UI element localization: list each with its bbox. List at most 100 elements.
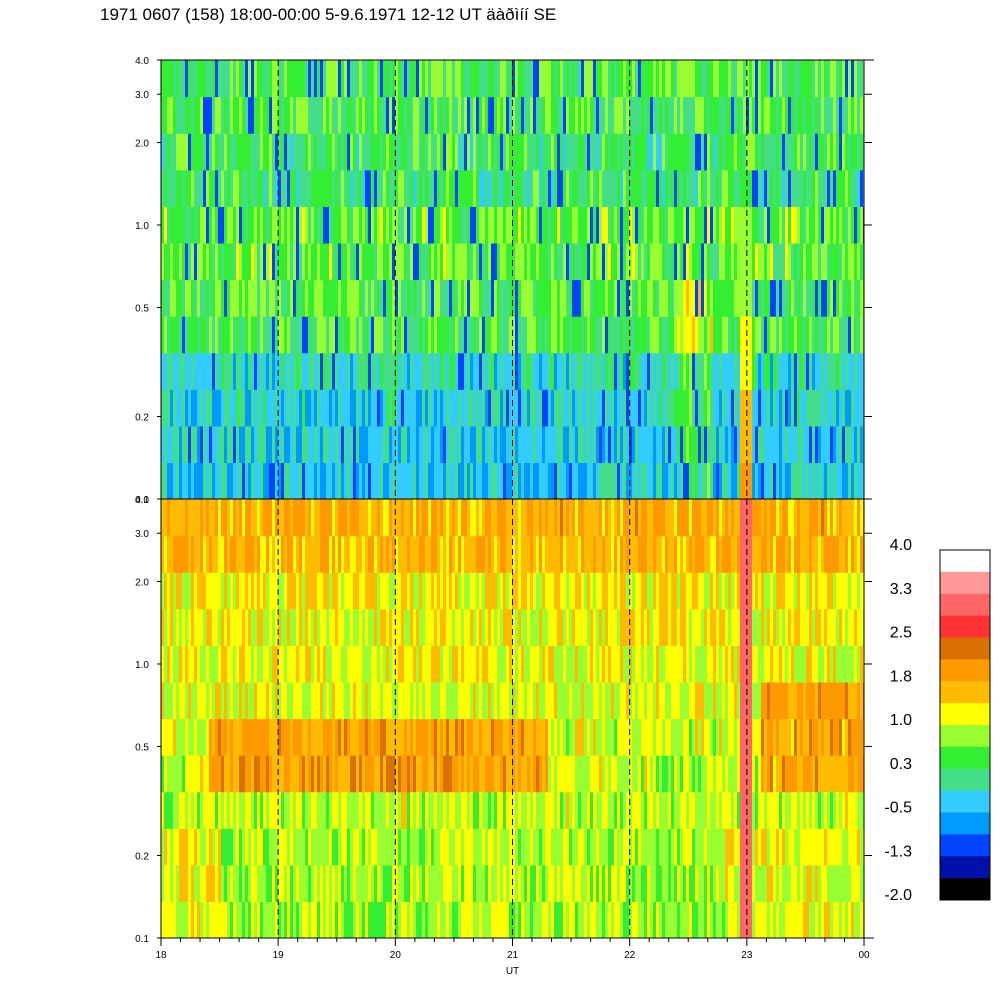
spectral-cell (263, 828, 267, 866)
spectral-cell (494, 608, 498, 646)
spectral-cell (689, 389, 693, 427)
spectral-cell (416, 572, 420, 610)
spectral-cell (239, 60, 243, 98)
spectral-cell (665, 499, 669, 537)
spectral-cell (830, 279, 834, 317)
spectral-cell (380, 718, 384, 756)
spectral-cell (170, 352, 174, 390)
spectral-cell (806, 425, 810, 464)
spectral-cell (581, 206, 585, 244)
spectral-cell (449, 242, 453, 281)
spectral-cell (209, 681, 213, 720)
spectral-cell (683, 316, 687, 354)
spectral-cell (641, 389, 645, 427)
spectral-cell (218, 864, 222, 903)
spectral-cell (491, 389, 495, 427)
spectral-cell (683, 133, 687, 171)
spectral-cell (749, 352, 753, 390)
spectral-cell (542, 499, 546, 537)
spectral-cell (458, 645, 462, 683)
spectral-cell (302, 499, 306, 537)
spectral-cell (674, 828, 678, 866)
spectral-cell (734, 60, 738, 98)
spectral-cell (803, 316, 807, 354)
spectral-cell (749, 242, 753, 281)
spectral-cell (650, 718, 654, 756)
spectral-cell (620, 133, 624, 171)
spectral-cell (530, 133, 534, 171)
spectral-cell (641, 718, 645, 756)
spectral-cell (281, 169, 285, 207)
spectral-cell (632, 133, 636, 171)
spectral-cell (623, 755, 627, 793)
spectral-cell (773, 352, 777, 390)
spectral-cell (761, 206, 765, 244)
spectral-cell (524, 645, 528, 683)
spectral-cell (209, 535, 213, 573)
spectral-cell (347, 901, 351, 938)
spectral-cell (821, 425, 825, 464)
spectral-cell (275, 572, 279, 610)
spectral-cell (401, 791, 405, 829)
spectral-cell (506, 133, 510, 171)
spectral-cell (272, 96, 276, 134)
spectral-cell (266, 608, 270, 646)
spectral-cell (263, 206, 267, 244)
spectral-cell (212, 242, 216, 281)
spectral-cell (419, 499, 423, 537)
spectral-cell (518, 755, 522, 793)
spectral-cell (242, 462, 246, 499)
spectral-cell (593, 755, 597, 793)
spectral-cell (485, 133, 489, 171)
spectral-cell (317, 96, 321, 134)
spectral-cell (377, 352, 381, 390)
spectral-cell (170, 681, 174, 720)
spectral-cell (347, 352, 351, 390)
spectral-cell (272, 352, 276, 390)
spectral-cell (356, 608, 360, 646)
spectral-cell (458, 96, 462, 134)
spectral-cell (329, 389, 333, 427)
spectral-cell (545, 133, 549, 171)
spectral-cell (263, 352, 267, 390)
spectral-cell (329, 316, 333, 354)
spectral-cell (200, 60, 204, 98)
spectral-cell (362, 791, 366, 829)
spectral-cell (257, 60, 261, 98)
spectral-cell (278, 316, 282, 354)
spectral-cell (710, 206, 714, 244)
spectral-cell (464, 352, 468, 390)
spectral-cell (302, 279, 306, 317)
spectral-cell (272, 645, 276, 683)
spectral-cell (701, 279, 705, 317)
spectral-cell (248, 864, 252, 903)
spectral-cell (806, 389, 810, 427)
spectral-cell (311, 462, 315, 499)
spectral-cell (491, 316, 495, 354)
spectral-cell (359, 572, 363, 610)
spectral-cell (401, 96, 405, 134)
spectral-cell (824, 425, 828, 464)
spectral-cell (524, 425, 528, 464)
spectral-cell (749, 206, 753, 244)
spectral-cell (389, 60, 393, 98)
spectral-cell (260, 681, 264, 720)
spectral-cell (794, 96, 798, 134)
spectral-cell (671, 645, 675, 683)
spectral-cell (626, 169, 630, 207)
spectral-cell (701, 608, 705, 646)
spectral-cell (671, 389, 675, 427)
spectral-cell (473, 352, 477, 390)
spectral-cell (548, 864, 552, 903)
spectral-cell (722, 133, 726, 171)
spectral-cell (215, 242, 219, 281)
spectral-cell (704, 864, 708, 903)
spectral-cell (635, 352, 639, 390)
spectral-cell (758, 352, 762, 390)
spectral-cell (584, 352, 588, 390)
spectral-cell (188, 572, 192, 610)
spectral-cell (593, 206, 597, 244)
spectral-cell (710, 96, 714, 134)
spectral-cell (764, 352, 768, 390)
spectral-cell (245, 901, 249, 938)
